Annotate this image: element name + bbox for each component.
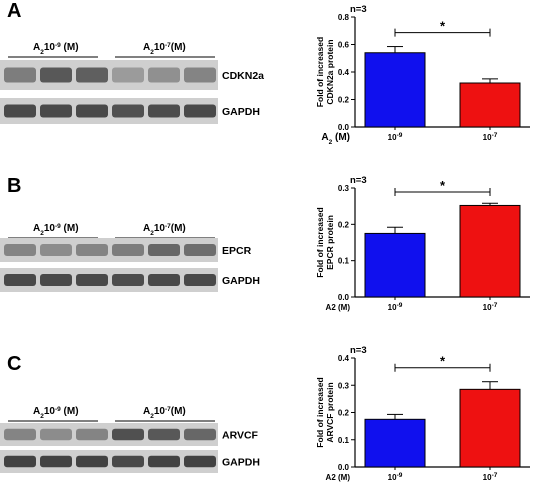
protein-band — [40, 104, 72, 118]
protein-band — [184, 455, 216, 468]
y-axis-label: ARVCF protein — [325, 382, 335, 442]
protein-band — [112, 244, 144, 256]
y-tick-label: 0.3 — [338, 381, 350, 390]
x-axis-label: A2 (M) — [326, 303, 351, 312]
protein-band — [76, 67, 108, 83]
protein-band — [184, 428, 216, 441]
protein-band — [40, 274, 72, 286]
blot-label-gapdh: GAPDH — [222, 106, 260, 118]
group-label-high-dose: A210-7(M) — [143, 42, 186, 56]
panel-letter-c: C — [7, 353, 21, 375]
y-tick-label: 0.1 — [338, 436, 350, 445]
bar-low-dose — [364, 232, 426, 298]
protein-band — [76, 455, 108, 468]
bar-high-dose — [459, 204, 521, 298]
protein-band — [112, 455, 144, 468]
protein-band — [112, 67, 144, 83]
y-tick-label: 0.6 — [338, 41, 350, 50]
protein-band — [148, 67, 180, 83]
x-tick-label: 10-9 — [388, 132, 403, 143]
protein-band — [4, 274, 36, 286]
protein-band — [76, 274, 108, 286]
protein-band — [40, 244, 72, 256]
protein-band — [184, 104, 216, 118]
y-tick-label: 0.4 — [338, 68, 350, 77]
y-tick-label: 0.8 — [338, 13, 350, 22]
y-axis-label: Fold of increased — [315, 37, 325, 107]
group-label-high-dose: A210-7(M) — [143, 223, 186, 237]
significance-star: * — [440, 19, 446, 34]
n-label: n=3 — [350, 345, 367, 356]
n-label: n=3 — [350, 4, 367, 15]
protein-band — [4, 67, 36, 83]
group-label-high-dose: A210-7(M) — [143, 406, 186, 420]
panel-letter-a: A — [7, 0, 21, 22]
y-axis-label: CDKN2a protein — [325, 39, 335, 104]
protein-band — [184, 67, 216, 83]
y-tick-label: 0.0 — [338, 293, 350, 302]
y-tick-label: 0.0 — [338, 123, 350, 132]
protein-band — [4, 244, 36, 256]
bar-low-dose — [364, 418, 426, 468]
blot-strip — [0, 98, 218, 124]
group-label-low-dose: A210-9 (M) — [33, 223, 79, 237]
x-axis-label: A2 (M) — [326, 473, 351, 482]
x-tick-label: 10-9 — [388, 302, 403, 313]
significance-star: * — [440, 178, 446, 193]
significance-star: * — [440, 354, 446, 369]
protein-band — [76, 428, 108, 441]
protein-band — [4, 104, 36, 118]
protein-band — [40, 67, 72, 83]
protein-band — [40, 455, 72, 468]
bar-low-dose — [364, 52, 426, 128]
blot-label-arvcf: ARVCF — [222, 430, 259, 442]
group-label-low-dose: A210-9 (M) — [33, 406, 79, 420]
x-tick-label: 10-7 — [483, 472, 498, 483]
y-tick-label: 0.2 — [338, 96, 350, 105]
y-axis-label: EPCR protein — [325, 215, 335, 270]
group-label-low-dose: A210-9 (M) — [33, 42, 79, 56]
bar-high-dose — [459, 82, 521, 128]
x-tick-label: 10-9 — [388, 472, 403, 483]
protein-band — [112, 428, 144, 441]
protein-band — [112, 274, 144, 286]
protein-band — [148, 428, 180, 441]
protein-band — [4, 455, 36, 468]
protein-band — [76, 244, 108, 256]
protein-band — [148, 274, 180, 286]
y-tick-label: 0.2 — [338, 220, 350, 229]
x-axis-label: A2 (M) — [321, 132, 350, 146]
y-axis-label: Fold of increased — [315, 207, 325, 277]
blot-label-epcr: EPCR — [222, 245, 252, 257]
y-tick-label: 0.3 — [338, 184, 350, 193]
x-tick-label: 10-7 — [483, 132, 498, 143]
blot-strip — [0, 60, 218, 90]
blot-label-gapdh: GAPDH — [222, 275, 260, 287]
y-tick-label: 0.1 — [338, 257, 350, 266]
protein-band — [148, 104, 180, 118]
blot-label-cdkn2a: CDKN2a — [222, 70, 264, 82]
protein-band — [148, 244, 180, 256]
x-tick-label: 10-7 — [483, 302, 498, 313]
blot-strip — [0, 268, 218, 292]
protein-band — [40, 428, 72, 441]
protein-band — [148, 455, 180, 468]
y-tick-label: 0.0 — [338, 463, 350, 472]
y-axis-label: Fold of increased — [315, 377, 325, 447]
blot-label-gapdh: GAPDH — [222, 457, 260, 469]
y-tick-label: 0.4 — [338, 354, 350, 363]
protein-band — [4, 428, 36, 441]
protein-band — [112, 104, 144, 118]
bar-high-dose — [459, 388, 521, 468]
protein-band — [184, 274, 216, 286]
protein-band — [76, 104, 108, 118]
panel-letter-b: B — [7, 175, 21, 197]
y-tick-label: 0.2 — [338, 409, 350, 418]
protein-band — [184, 244, 216, 256]
n-label: n=3 — [350, 175, 367, 186]
blot-strip — [0, 238, 218, 262]
